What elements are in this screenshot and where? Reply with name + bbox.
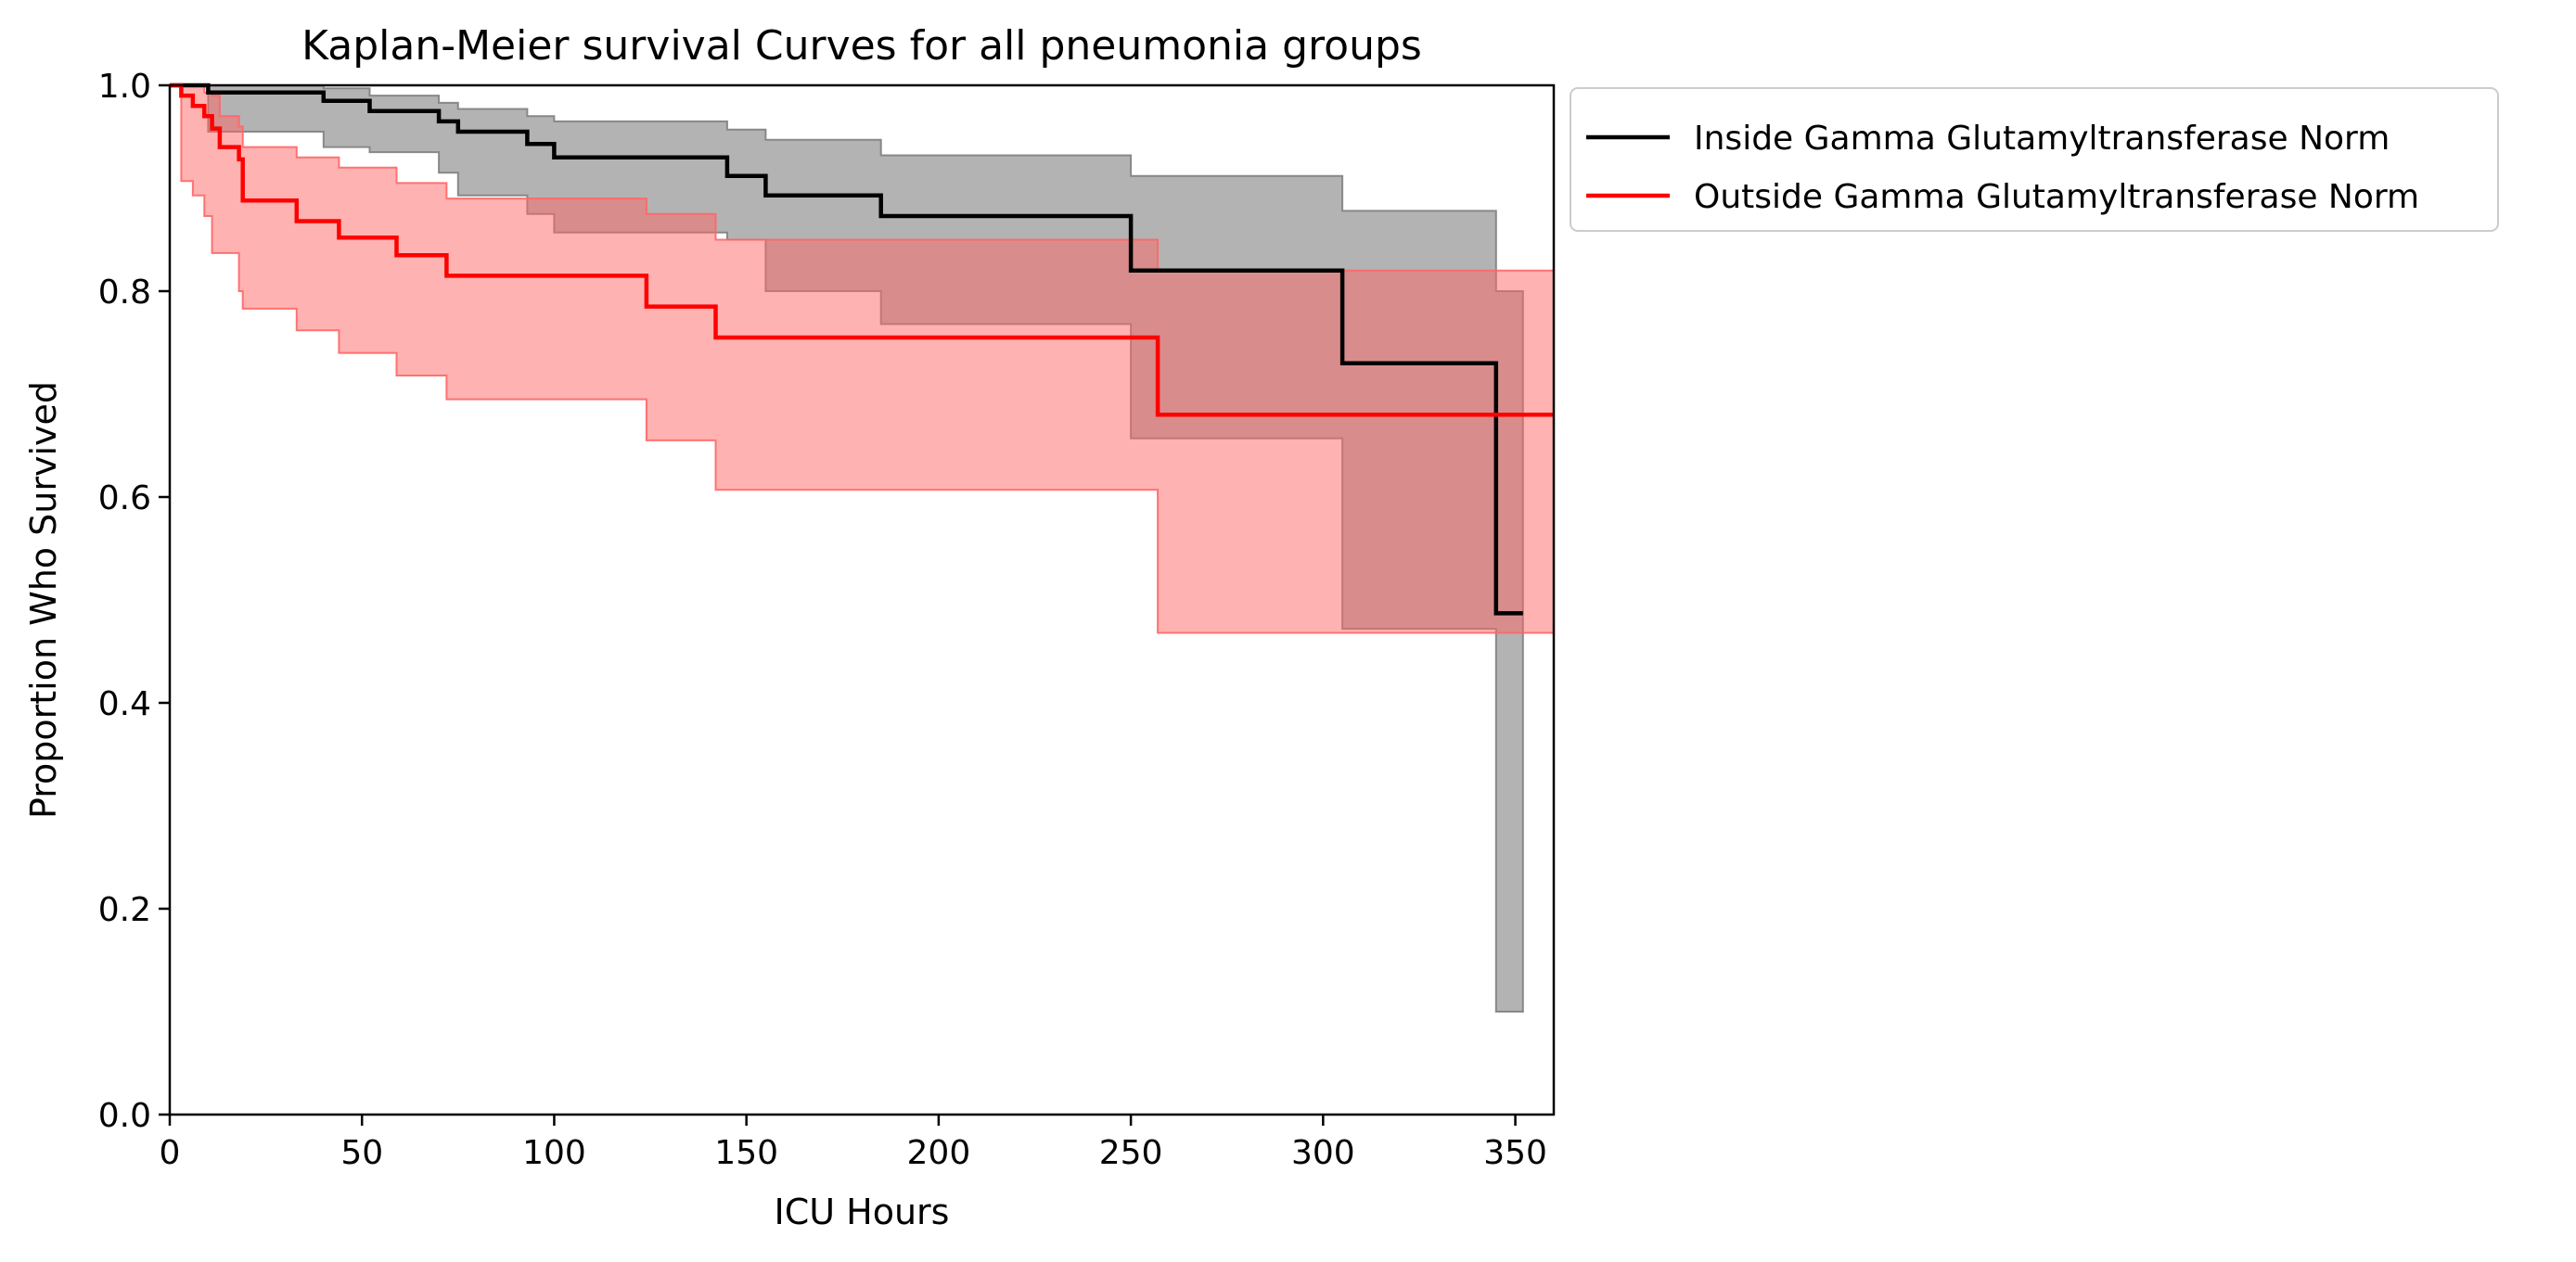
legend-label-outside: Outside Gamma Glutamyltransferase Norm xyxy=(1694,178,2419,216)
y-tick-label: 0.2 xyxy=(98,891,151,929)
x-tick-label: 50 xyxy=(340,1134,383,1172)
survival-curves xyxy=(170,83,1554,616)
chart-title: Kaplan-Meier survival Curves for all pne… xyxy=(301,22,1422,70)
x-tick-label: 300 xyxy=(1291,1134,1355,1172)
x-axis-ticks: 0 50 100 150 200 250 300 350 xyxy=(160,1115,1547,1172)
x-axis-title: ICU Hours xyxy=(775,1192,950,1232)
x-tick-label: 150 xyxy=(714,1134,778,1172)
y-axis-ticks: 0.0 0.2 0.4 0.6 0.8 1.0 xyxy=(98,68,170,1135)
plot-frame xyxy=(168,83,1556,1116)
y-tick-label: 0.6 xyxy=(98,479,151,517)
x-tick-label: 350 xyxy=(1483,1134,1547,1172)
y-tick-label: 0.0 xyxy=(98,1097,151,1135)
legend: Inside Gamma Glutamyltransferase Norm Ou… xyxy=(1570,87,2499,232)
y-tick-label: 0.8 xyxy=(98,274,151,312)
y-tick-label: 0.4 xyxy=(98,685,151,723)
legend-label-inside: Inside Gamma Glutamyltransferase Norm xyxy=(1694,120,2390,158)
x-tick-label: 100 xyxy=(522,1134,586,1172)
x-tick-label: 200 xyxy=(907,1134,971,1172)
y-tick-label: 1.0 xyxy=(98,68,151,106)
survival-line-outside xyxy=(170,83,1554,417)
y-axis-title: Proportion Who Survived xyxy=(23,381,64,819)
survival-line-inside xyxy=(170,83,1523,616)
x-tick-label: 0 xyxy=(160,1134,181,1172)
legend-box xyxy=(1570,87,2499,232)
x-tick-label: 250 xyxy=(1099,1134,1163,1172)
